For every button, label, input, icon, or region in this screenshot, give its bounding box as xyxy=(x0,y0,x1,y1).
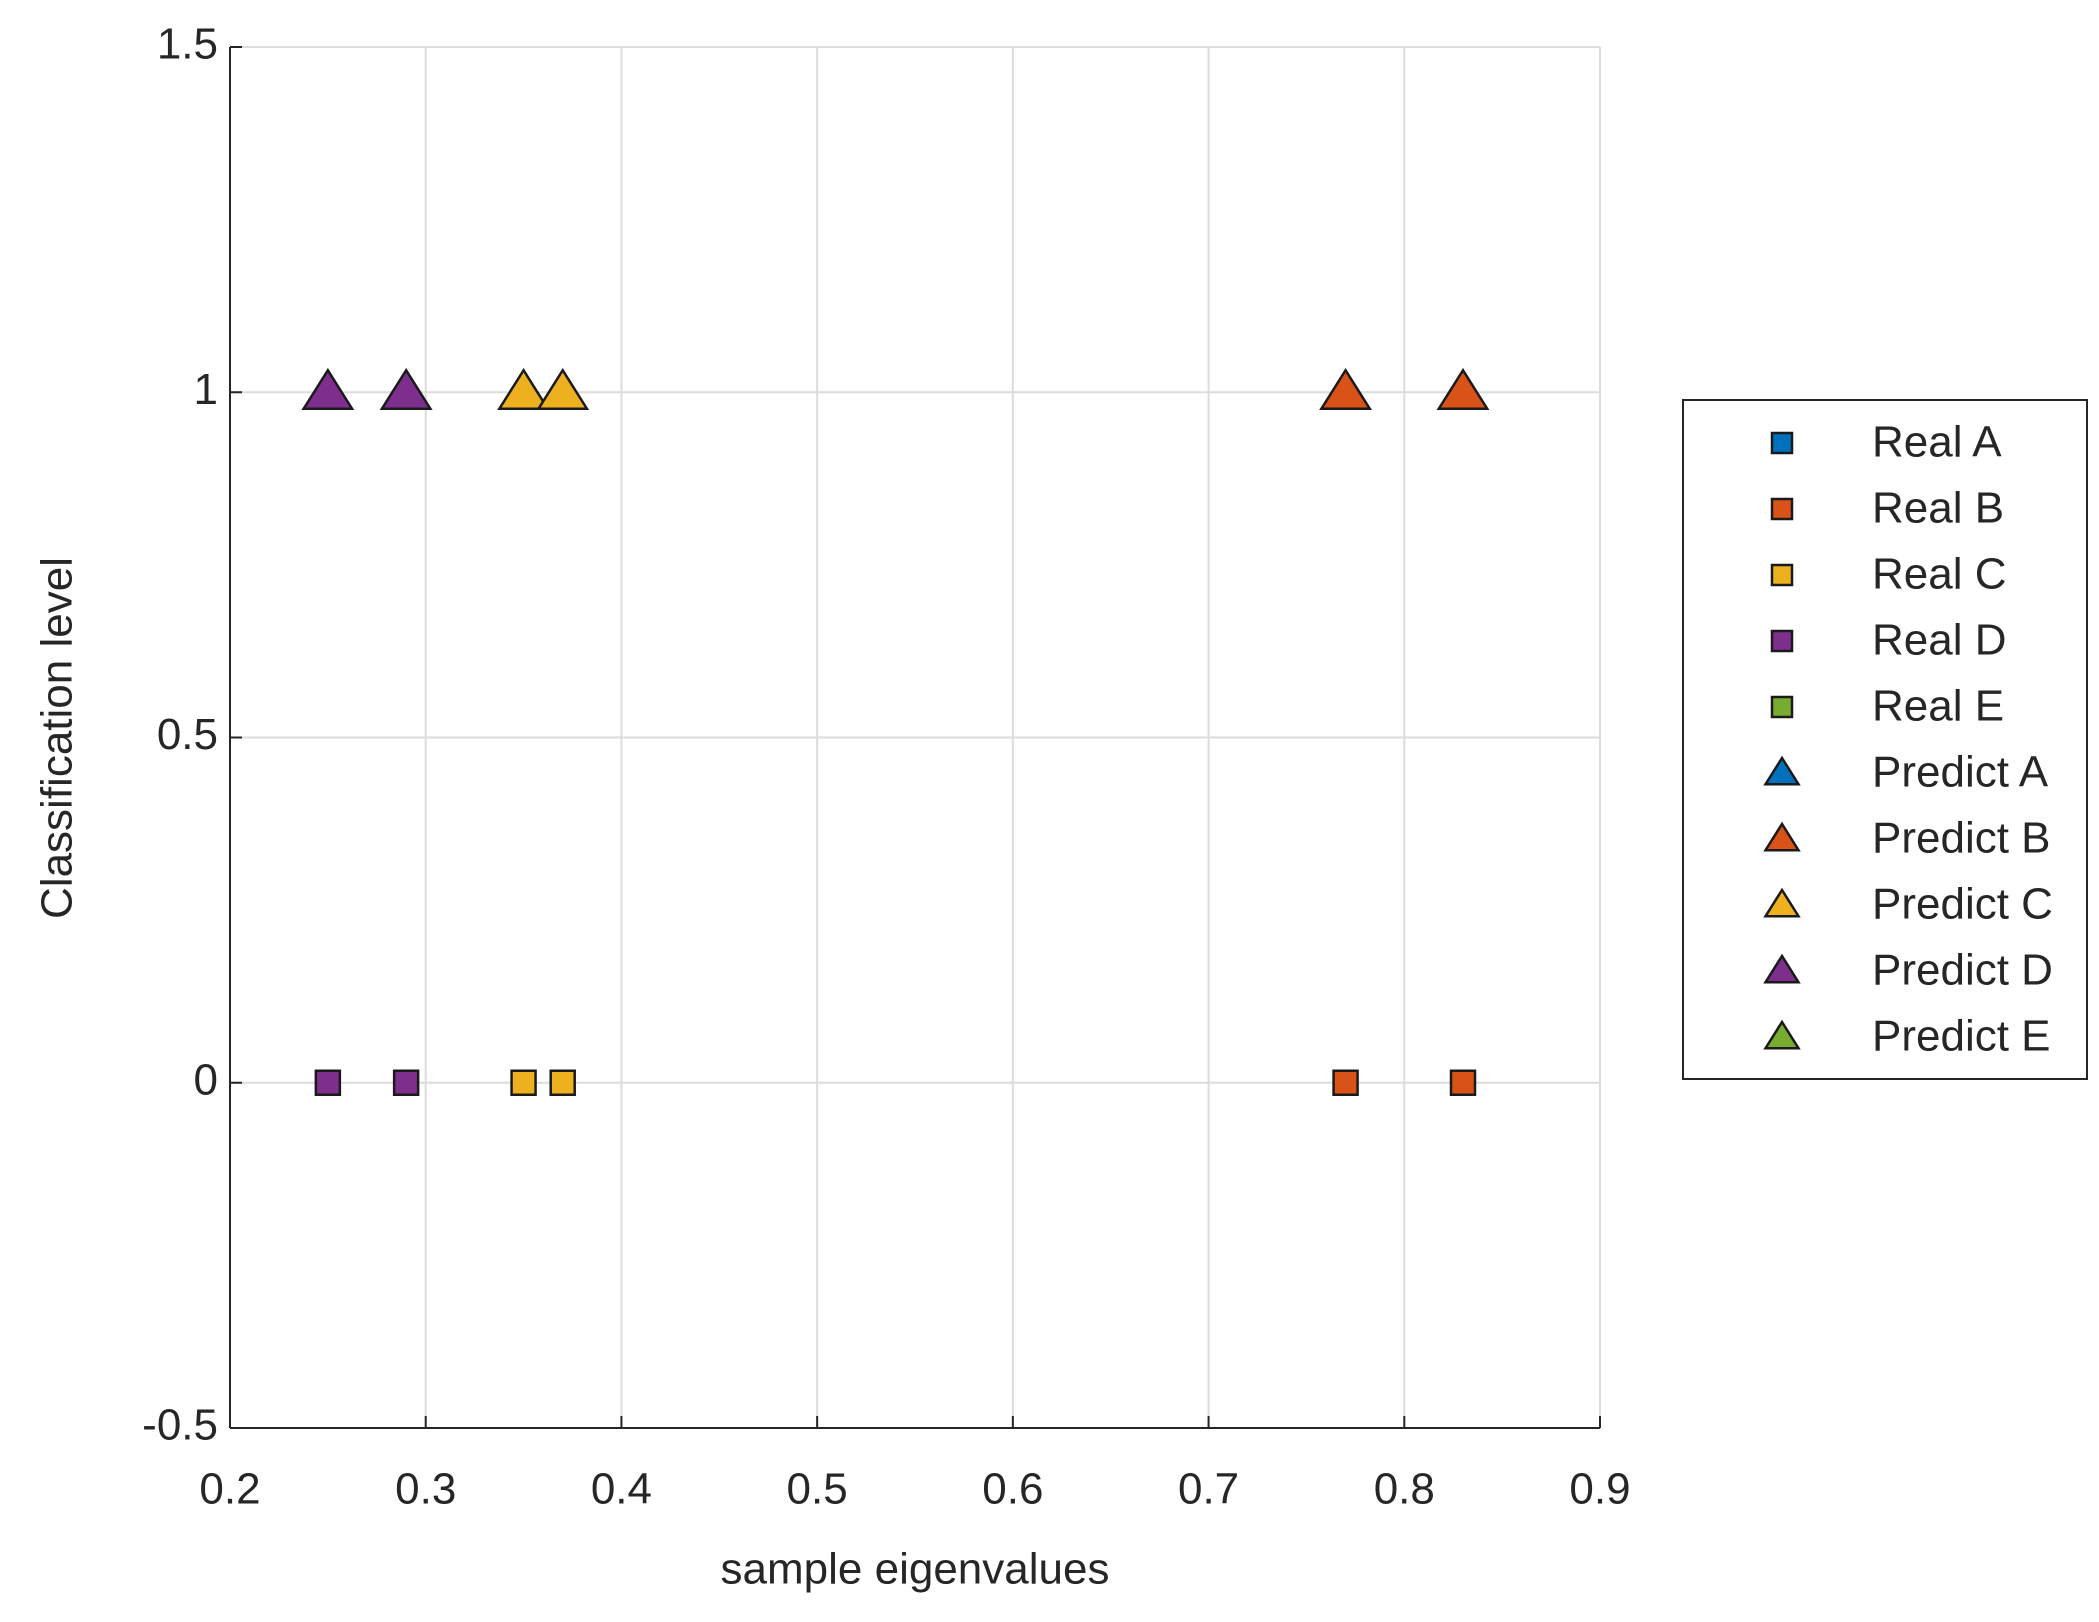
triangle-marker xyxy=(1436,367,1490,410)
x-tick-label: 0.6 xyxy=(982,1465,1043,1514)
triangle-marker xyxy=(497,367,551,410)
legend-marker xyxy=(1770,497,1794,521)
x-tick-label: 0.5 xyxy=(787,1465,848,1514)
legend-label: Predict C xyxy=(1872,880,2053,929)
legend-label: Real E xyxy=(1872,682,2004,731)
legend-label: Real B xyxy=(1872,484,2004,533)
y-tick-label: 0.5 xyxy=(157,710,218,759)
triangle-marker xyxy=(536,367,590,410)
legend-label: Predict B xyxy=(1872,814,2051,863)
square-marker xyxy=(392,1069,420,1096)
x-tick-label: 0.4 xyxy=(591,1465,652,1514)
legend-label: Predict D xyxy=(1872,946,2053,995)
x-tick-label: 0.2 xyxy=(199,1465,260,1514)
square-marker xyxy=(314,1069,342,1096)
legend-marker xyxy=(1763,887,1801,918)
legend-label: Real D xyxy=(1872,616,2007,665)
y-tick-label: 1.5 xyxy=(157,20,218,69)
square-marker xyxy=(1332,1069,1359,1096)
legend-marker xyxy=(1763,821,1801,852)
legend-box xyxy=(1682,399,2088,1080)
legend-label: Real C xyxy=(1872,550,2007,599)
legend-label: Real A xyxy=(1872,418,2002,467)
x-tick-label: 0.7 xyxy=(1178,1465,1239,1514)
legend-marker xyxy=(1763,953,1801,984)
x-tick-label: 0.9 xyxy=(1569,1465,1630,1514)
legend-marker xyxy=(1763,755,1801,786)
x-axis-label: sample eigenvalues xyxy=(721,1545,1110,1594)
square-marker xyxy=(549,1069,576,1096)
legend-label: Predict A xyxy=(1872,748,2049,797)
y-tick-label: 1 xyxy=(194,365,218,414)
legend-label: Predict E xyxy=(1872,1012,2051,1061)
y-tick-label: -0.5 xyxy=(142,1401,218,1450)
square-marker xyxy=(510,1069,537,1096)
legend-marker xyxy=(1763,1019,1801,1050)
legend-marker xyxy=(1770,431,1794,455)
legend-marker xyxy=(1770,563,1794,587)
legend-marker xyxy=(1770,629,1794,653)
triangle-marker xyxy=(379,367,433,410)
legend-marker xyxy=(1770,695,1794,719)
square-marker xyxy=(1449,1069,1477,1096)
triangle-marker xyxy=(1319,367,1373,410)
y-axis-label: Classification level xyxy=(33,557,82,919)
x-tick-label: 0.8 xyxy=(1374,1465,1435,1514)
triangle-marker xyxy=(301,367,355,410)
y-tick-label: 0 xyxy=(194,1055,218,1104)
x-tick-label: 0.3 xyxy=(395,1465,456,1514)
